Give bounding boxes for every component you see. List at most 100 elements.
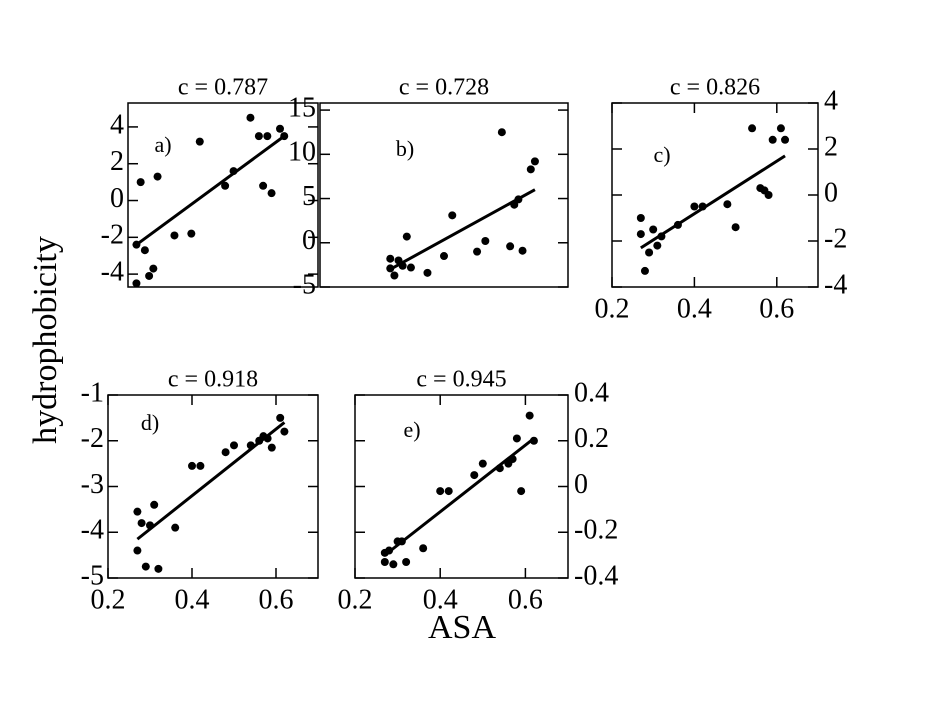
point	[246, 113, 255, 122]
point	[529, 436, 538, 445]
panel: c = 0.918 d) -5 -4 -3 -2 -1 0.2 0.4 0.6	[81, 367, 319, 615]
panel-title: c = 0.728	[399, 75, 489, 101]
y-tick-label: 0.4	[574, 377, 609, 408]
x-tick-label: 0.6	[508, 584, 543, 615]
point	[781, 135, 790, 144]
x-tick-label: 0.4	[677, 293, 712, 324]
point	[478, 459, 487, 468]
point	[470, 471, 479, 480]
point	[150, 500, 159, 509]
y-tick-label: 5	[302, 181, 316, 212]
point	[254, 132, 263, 141]
point	[508, 455, 517, 464]
point	[263, 132, 272, 141]
y-tick-label: 0.2	[574, 423, 609, 454]
point	[385, 546, 394, 555]
point	[146, 521, 154, 530]
point	[280, 427, 289, 436]
point	[170, 231, 179, 240]
point	[402, 557, 411, 566]
panel-label: d)	[141, 410, 159, 435]
point	[145, 271, 154, 280]
panel-title: c = 0.826	[670, 75, 760, 101]
point	[402, 232, 411, 241]
y-tick-label: 0	[110, 183, 124, 214]
x-tick-label: 0.2	[595, 293, 630, 324]
point	[448, 211, 457, 220]
point	[440, 252, 448, 261]
x-tick-label: 0.4	[175, 584, 210, 615]
point	[436, 487, 445, 496]
point	[230, 441, 238, 450]
point	[673, 220, 682, 229]
y-tick-label: 2	[824, 131, 838, 162]
point	[276, 124, 284, 133]
point	[698, 202, 707, 211]
point	[690, 202, 699, 211]
y-tick-label: 0	[574, 469, 588, 500]
point	[132, 279, 141, 288]
panel: c = 0.787 a) -4 -2 0 2 4	[101, 75, 319, 288]
panel: c = 0.945 e) -0.4 -0.2 0 0.2 0.4 0.2 0.4 0.6	[338, 367, 619, 616]
point	[149, 264, 158, 273]
panel: c = 0.826 c) -4 -2 0 2 4 0.2 0.4 0.6	[595, 75, 848, 325]
point	[636, 230, 645, 239]
point	[276, 413, 285, 422]
point	[473, 247, 482, 256]
y-tick-label: -2	[101, 220, 124, 251]
point	[221, 448, 230, 457]
fit-line	[640, 154, 786, 250]
point	[280, 132, 289, 141]
point	[140, 246, 149, 255]
point	[132, 240, 141, 249]
point	[518, 246, 527, 255]
point	[481, 237, 490, 245]
point	[390, 271, 399, 280]
x-tick-label: 0.2	[338, 584, 373, 615]
point	[748, 124, 757, 133]
x-axis-label: ASA	[428, 609, 496, 646]
point	[397, 537, 406, 546]
x-tick-label: 0.6	[259, 584, 294, 615]
y-tick-label: -4	[824, 269, 847, 300]
point	[525, 411, 534, 420]
point	[636, 214, 645, 222]
fit-line	[135, 134, 286, 246]
panel-title: c = 0.945	[416, 367, 506, 393]
y-tick-label: -2	[81, 423, 104, 454]
point	[154, 564, 163, 573]
y-tick-label: -4	[101, 257, 124, 288]
point	[506, 242, 515, 251]
panel-label: b)	[396, 136, 414, 161]
point	[723, 200, 732, 209]
point	[495, 464, 504, 473]
point	[259, 181, 268, 190]
point	[246, 441, 255, 450]
point	[267, 189, 276, 198]
point	[517, 487, 526, 496]
point	[153, 172, 162, 181]
point	[444, 487, 453, 496]
point	[398, 261, 407, 270]
point	[187, 229, 196, 238]
panel-label: a)	[154, 132, 171, 157]
point	[731, 223, 740, 232]
plot-frame	[127, 102, 319, 288]
point	[196, 461, 205, 470]
y-axis-label: hydrophobicity	[27, 236, 64, 444]
point	[776, 124, 785, 133]
point	[640, 266, 649, 275]
y-tick-label: -0.4	[574, 560, 618, 591]
point	[171, 523, 180, 532]
point	[195, 137, 204, 146]
point	[512, 434, 521, 443]
y-tick-label: -5	[81, 560, 104, 591]
x-tick-label: 0.6	[759, 293, 794, 324]
y-tick-label: -1	[81, 377, 104, 408]
y-tick-label: 4	[110, 109, 124, 140]
y-tick-label: 0	[824, 177, 838, 208]
point	[657, 232, 666, 241]
panel-label: e)	[403, 417, 420, 442]
point	[229, 167, 238, 176]
